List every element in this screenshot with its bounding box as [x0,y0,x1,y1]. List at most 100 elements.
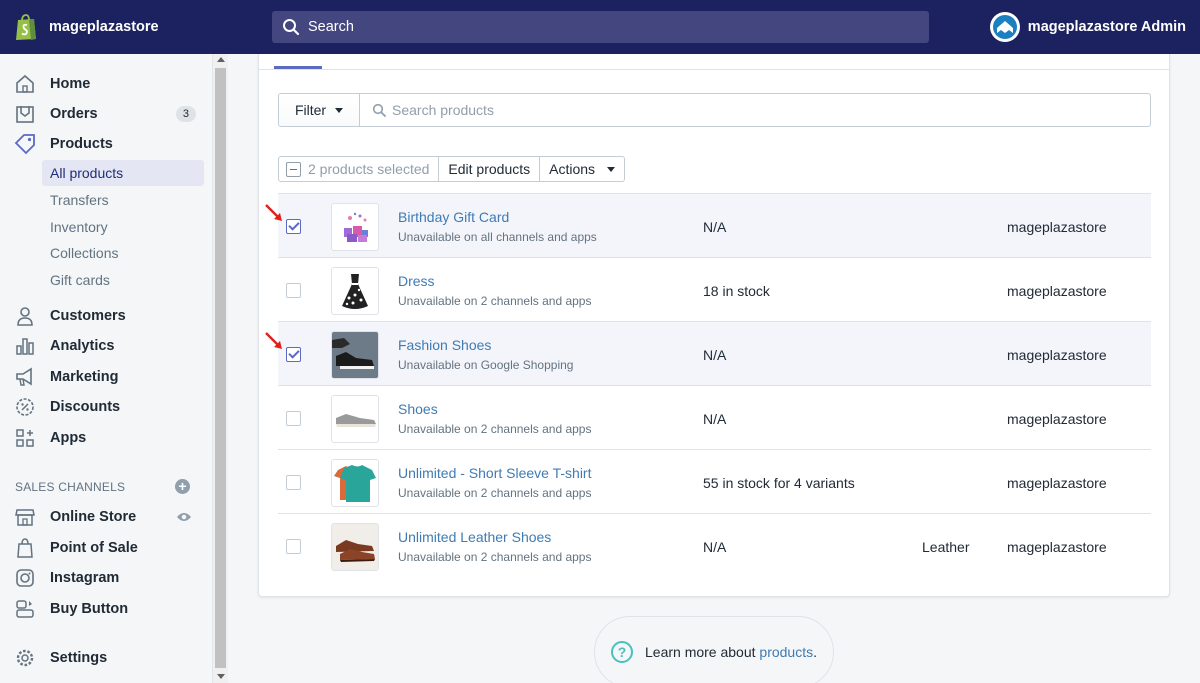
table-row[interactable]: Dress Unavailable on 2 channels and apps… [278,257,1151,321]
sidebar-item-label: Products [50,136,113,152]
sidebar-item-online-store[interactable]: Online Store [14,504,204,530]
table-row[interactable]: Birthday Gift Card Unavailable on all ch… [265,193,1151,257]
sidebar-item-label: Settings [50,650,108,666]
product-thumbnail-grey-shoe[interactable] [331,395,379,443]
discount-icon [14,396,36,418]
product-name-link[interactable]: Birthday Gift Card [398,209,510,225]
product-availability: Unavailable on 2 channels and apps [398,294,592,308]
sidebar-subitem-collections[interactable]: Collections [50,245,119,261]
product-name-link[interactable]: Unlimited Leather Shoes [398,529,552,545]
sidebar-item-buy-button[interactable]: Buy Button [14,596,204,622]
sidebar-item-label: Apps [50,430,87,446]
product-inventory: 55 in stock for 4 variants [703,475,855,491]
sidebar-item-analytics[interactable]: Analytics [14,333,204,359]
product-name-link[interactable]: Fashion Shoes [398,337,492,353]
search-icon [372,103,386,117]
filter-button[interactable]: Filter [278,93,360,127]
gear-icon [14,647,36,669]
table-row[interactable]: Fashion Shoes Unavailable on Google Shop… [265,321,1151,385]
product-availability: Unavailable on 2 channels and apps [398,422,592,436]
sales-channels-heading: SALES CHANNELS [15,480,126,494]
store-brand[interactable]: mageplazastore [14,13,159,41]
sidebar-subitem-transfers[interactable]: Transfers [50,192,109,208]
product-thumbnail-sneakers[interactable] [331,331,379,379]
sidebar-item-label: Analytics [50,338,115,354]
products-table: Birthday Gift Card Unavailable on all ch… [265,193,1151,577]
product-availability: Unavailable on Google Shopping [398,358,574,372]
home-icon [14,73,36,95]
sidebar-item-discounts[interactable]: Discounts [14,394,204,420]
sidebar-item-point-of-sale[interactable]: Point of Sale [14,535,204,561]
row-checkbox[interactable] [286,539,301,554]
megaphone-icon [14,366,36,388]
product-type: Leather [922,539,970,555]
account-menu[interactable]: mageplazastore Admin [989,12,1186,42]
product-availability: Unavailable on all channels and apps [398,230,597,244]
product-thumbnail-tshirt[interactable] [331,459,379,507]
eye-icon[interactable] [176,510,192,528]
help-text: Learn more about products. [645,644,817,660]
product-vendor: mageplazastore [1007,475,1107,491]
red-arrow-annotation-icon [264,203,286,225]
sidebar: Home Orders 3 Products All products Tran… [0,54,213,683]
filter-row: Filter [278,93,1151,127]
search-products-input[interactable] [392,102,1092,118]
apps-icon [14,427,36,449]
scroll-down-arrow-icon[interactable] [217,674,225,679]
sidebar-subitem-all-products[interactable]: All products [42,160,204,186]
orders-count-badge: 3 [175,106,196,122]
product-name-link[interactable]: Unlimited - Short Sleeve T-shirt [398,465,592,481]
tab-all-active-indicator[interactable] [274,66,322,69]
select-all-control[interactable]: 2 products selected [278,156,440,182]
sidebar-subitem-gift-cards[interactable]: Gift cards [50,272,110,288]
sidebar-item-label: Buy Button [50,601,129,617]
sidebar-item-customers[interactable]: Customers [14,303,204,329]
filter-label: Filter [294,102,327,118]
account-name: mageplazastore Admin [1027,19,1186,35]
product-vendor: mageplazastore [1007,347,1107,363]
sidebar-subitem-inventory[interactable]: Inventory [50,219,108,235]
product-thumbnail-leather-shoes[interactable] [331,523,379,571]
product-availability: Unavailable on 2 channels and apps [398,486,592,500]
scrollbar-thumb[interactable] [215,68,226,668]
row-checkbox[interactable] [286,219,301,234]
global-search-input[interactable]: Search [272,11,929,43]
indeterminate-checkbox[interactable] [286,161,301,177]
sidebar-item-products[interactable]: Products [14,131,204,157]
global-search-placeholder: Search [308,19,354,35]
sidebar-item-label: Home [50,76,91,92]
actions-dropdown-button[interactable]: Actions [540,156,626,182]
bulk-actions-bar: 2 products selected Edit products Action… [278,156,626,182]
product-thumbnail-gift-card[interactable] [331,203,379,251]
table-row[interactable]: Shoes Unavailable on 2 channels and apps… [278,385,1151,449]
row-checkbox[interactable] [286,347,301,362]
sidebar-item-home[interactable]: Home [14,71,204,97]
question-circle-icon: ? [611,641,633,663]
product-name-link[interactable]: Shoes [398,401,438,417]
add-sales-channel-button[interactable]: + [175,479,190,494]
search-products-field[interactable] [360,93,1151,127]
row-checkbox[interactable] [286,475,301,490]
red-arrow-annotation-icon [264,331,286,353]
row-checkbox[interactable] [286,411,301,426]
product-name-link[interactable]: Dress [398,273,435,289]
avatar [989,12,1020,42]
table-row[interactable]: Unlimited Leather Shoes Unavailable on 2… [278,513,1151,577]
sidebar-item-label: Orders [50,106,98,122]
sidebar-item-settings[interactable]: Settings [14,645,204,671]
pos-icon [14,537,36,559]
row-checkbox[interactable] [286,283,301,298]
sidebar-item-apps[interactable]: Apps [14,425,204,451]
sidebar-item-orders[interactable]: Orders 3 [14,101,204,127]
instagram-icon [14,567,36,589]
table-row[interactable]: Unlimited - Short Sleeve T-shirt Unavail… [278,449,1151,513]
product-vendor: mageplazastore [1007,219,1107,235]
sidebar-item-marketing[interactable]: Marketing [14,364,204,390]
sidebar-scrollbar[interactable] [213,54,228,683]
sidebar-item-instagram[interactable]: Instagram [14,565,204,591]
product-thumbnail-dress[interactable] [331,267,379,315]
sidebar-item-label: Customers [50,308,126,324]
products-help-link[interactable]: products [759,644,814,660]
edit-products-button[interactable]: Edit products [439,156,541,182]
scroll-up-arrow-icon[interactable] [217,57,225,62]
